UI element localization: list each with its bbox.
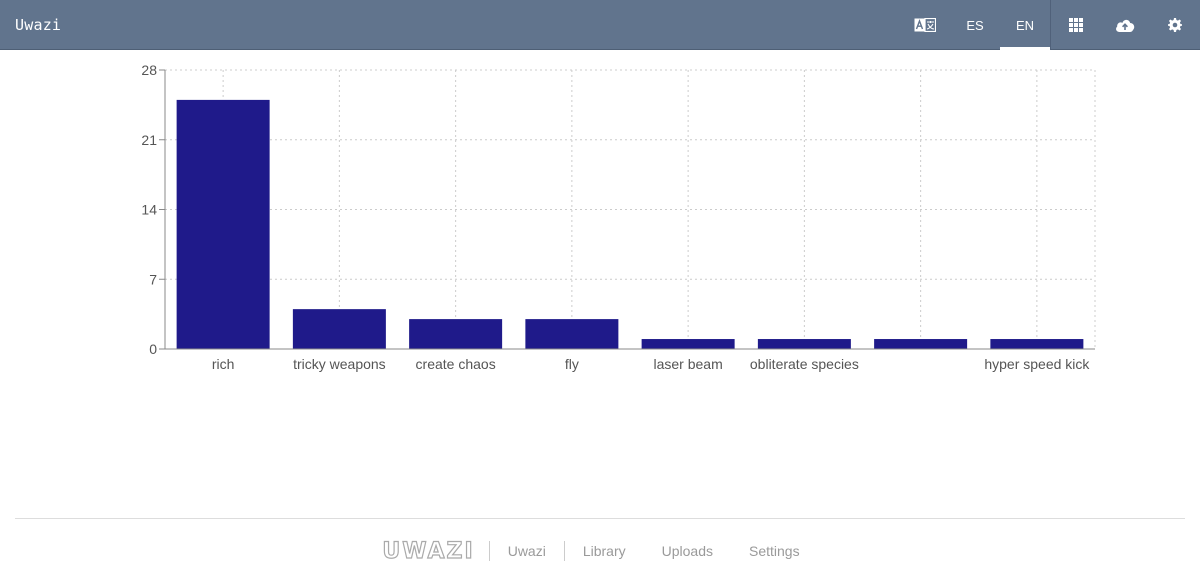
- bar: [990, 339, 1084, 349]
- bar: [409, 319, 503, 349]
- nav-actions: ES EN: [900, 0, 1200, 50]
- bar: [176, 99, 270, 349]
- x-tick-label: rich: [212, 356, 235, 372]
- brand-title[interactable]: Uwazi: [15, 16, 62, 34]
- language-es-button[interactable]: ES: [966, 17, 984, 33]
- settings-button[interactable]: [1150, 0, 1200, 50]
- bar: [292, 309, 386, 349]
- x-tick-label: hyper speed kick: [984, 356, 1090, 372]
- y-tick-label: 7: [149, 271, 157, 287]
- x-tick-label: laser beam: [653, 356, 722, 372]
- top-navbar: Uwazi ES EN: [0, 0, 1200, 50]
- footer-link-settings[interactable]: Settings: [749, 543, 800, 559]
- bar-chart: 0 7 14 21 28 rich tricky weapons create chaos fl…: [0, 50, 1200, 400]
- y-tick-label: 28: [141, 62, 157, 78]
- translate-icon: [914, 18, 936, 32]
- y-tick-label: 14: [141, 202, 157, 218]
- footer-separator: [563, 541, 565, 561]
- footer-logo: UWAZI: [382, 538, 475, 564]
- uploads-button[interactable]: [1100, 0, 1150, 50]
- footer: UWAZI Uwazi Library Uploads Settings: [0, 538, 1200, 564]
- y-tick-label: 21: [141, 132, 157, 148]
- grid-icon: [1068, 18, 1083, 32]
- footer-link-uwazi[interactable]: Uwazi: [507, 543, 546, 559]
- gear-icon: [1168, 18, 1182, 32]
- bar: [757, 339, 851, 349]
- x-tick-label: fly: [565, 356, 579, 372]
- y-tick-label: 0: [149, 341, 157, 357]
- x-tick-label: tricky weapons: [293, 356, 386, 372]
- cloud-upload-icon: [1116, 19, 1135, 32]
- translate-button[interactable]: [900, 0, 950, 50]
- x-tick-label: obliterate species: [750, 356, 859, 372]
- bar: [641, 339, 735, 349]
- bar: [874, 339, 968, 349]
- bar-chart-svg: 0 7 14 21 28 rich tricky weapons create chaos fl…: [141, 62, 1096, 372]
- language-en-button[interactable]: EN: [1000, 0, 1050, 50]
- footer-link-uploads[interactable]: Uploads: [661, 543, 713, 559]
- footer-separator: [488, 541, 490, 561]
- x-tick-label: create chaos: [416, 356, 496, 372]
- library-grid-button[interactable]: [1050, 0, 1100, 50]
- footer-link-library[interactable]: Library: [582, 543, 626, 559]
- footer-divider-line: [15, 518, 1185, 519]
- bar: [525, 319, 619, 349]
